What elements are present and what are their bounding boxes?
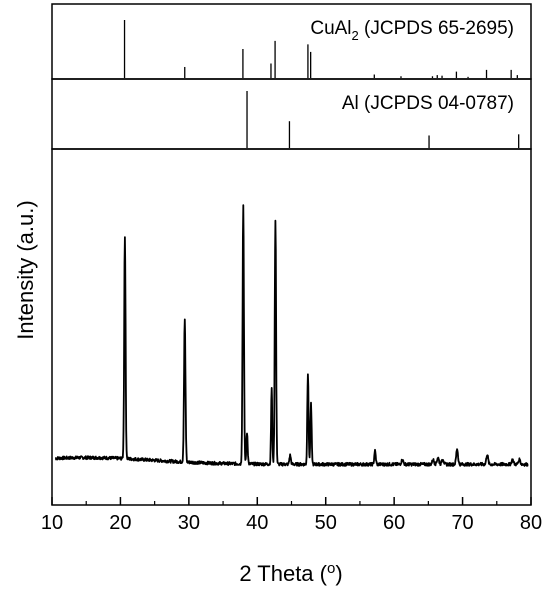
sample-pattern <box>54 204 529 467</box>
x-tick-label: 50 <box>315 512 337 534</box>
x-axis: 10 20 30 40 50 60 70 80 <box>41 497 542 534</box>
x-tick-label: 40 <box>246 512 268 534</box>
y-axis-title: Intensity (a.u.) <box>13 200 38 339</box>
al-reference-label: Al (JCPDS 04-0787) <box>342 93 514 114</box>
x-tick-label: 30 <box>178 512 200 534</box>
cual2-reference-label: CuAl2 (JCPDS 65-2695) <box>310 18 514 43</box>
x-axis-title: 2 Theta (o) <box>239 560 342 586</box>
x-tick-label: 70 <box>451 512 473 534</box>
x-tick-label: 60 <box>383 512 405 534</box>
x-tick-label: 80 <box>520 512 542 534</box>
x-tick-label: 10 <box>41 512 63 534</box>
x-tick-label: 20 <box>109 512 131 534</box>
al-reference-sticks <box>246 91 520 148</box>
cual2-reference-panel-frame <box>51 3 532 80</box>
al-reference-panel-frame <box>51 78 532 150</box>
sample-pattern-line <box>54 204 529 467</box>
cual2-reference-sticks <box>123 20 518 78</box>
